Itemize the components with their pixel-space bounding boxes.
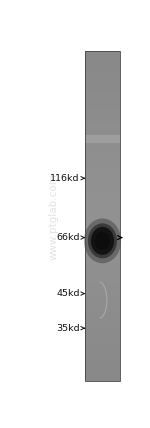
Bar [85,51,120,381]
Text: 66kd: 66kd [56,233,80,242]
Text: 35kd: 35kd [56,324,80,333]
Bar [85,135,120,143]
Text: 116kd: 116kd [50,174,80,183]
Text: www.ptglab.com: www.ptglab.com [49,173,59,259]
Ellipse shape [91,227,114,255]
Ellipse shape [84,218,121,263]
Text: 45kd: 45kd [56,289,80,298]
Ellipse shape [88,223,117,259]
Ellipse shape [95,232,110,250]
